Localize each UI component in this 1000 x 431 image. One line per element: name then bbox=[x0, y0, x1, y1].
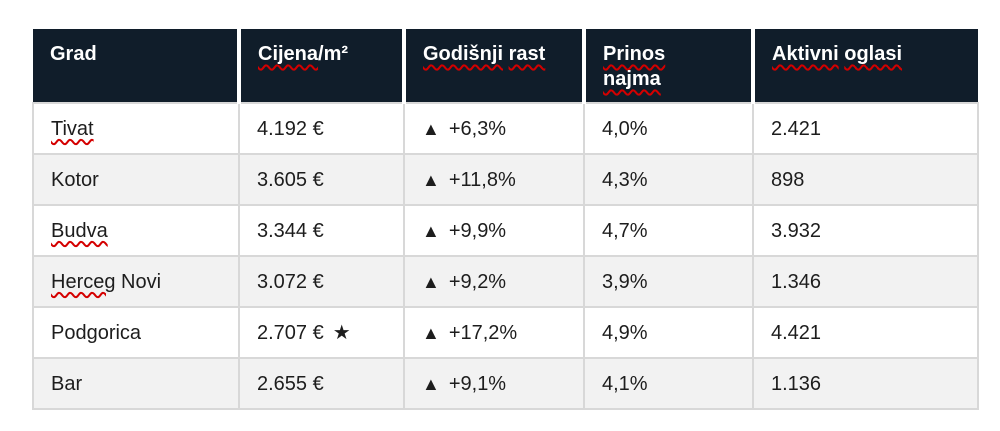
listings-value: 898 bbox=[771, 168, 805, 191]
table-row: Herceg Novi 3.072 € ▲ +9,2% 3,9% 1.346 bbox=[32, 255, 979, 308]
up-triangle-icon: ▲ bbox=[422, 169, 440, 190]
growth-value: +11,8% bbox=[448, 168, 516, 191]
header-label-rast-word1: Godišnji bbox=[423, 43, 503, 65]
table-row: Podgorica 2.707 € ★ ▲ +17,2% 4,9% 4.421 bbox=[32, 306, 979, 359]
star-icon: ★ bbox=[332, 321, 351, 344]
cell-grad: Herceg Novi bbox=[32, 255, 240, 308]
listings-value: 1.346 bbox=[771, 270, 822, 293]
header-cell-grad: Grad bbox=[33, 29, 239, 103]
cell-cijena: 3.072 € bbox=[238, 255, 405, 308]
cell-oglasi: 898 bbox=[752, 153, 979, 206]
up-triangle-icon: ▲ bbox=[422, 118, 440, 139]
growth-value: +9,1% bbox=[448, 372, 507, 395]
header-label-prinos-word2: najma bbox=[603, 68, 661, 90]
price-value: 3.344 € bbox=[257, 219, 324, 242]
listings-value: 2.421 bbox=[771, 117, 822, 140]
listings-value: 4.421 bbox=[771, 321, 822, 344]
cell-rast: ▲ +9,1% bbox=[403, 357, 585, 410]
up-triangle-icon: ▲ bbox=[422, 322, 440, 343]
real-estate-table-wrap: Grad Cijena/m² Godišnji rast Prinos najma… bbox=[32, 29, 979, 410]
cell-prinos: 4,0% bbox=[583, 102, 754, 155]
header-cell-oglasi: Aktivni oglasi bbox=[751, 29, 978, 103]
cell-oglasi: 1.346 bbox=[752, 255, 979, 308]
price-value: 3.605 € bbox=[257, 168, 324, 191]
cell-rast: ▲ +9,9% bbox=[403, 204, 585, 257]
cell-prinos: 4,1% bbox=[583, 357, 754, 410]
header-label-cijena-suffix: /m² bbox=[318, 43, 349, 65]
cell-cijena: 4.192 € bbox=[238, 102, 405, 155]
cell-prinos: 4,7% bbox=[583, 204, 754, 257]
header-label-rast-word2: rast bbox=[508, 43, 546, 65]
city-name: Bar bbox=[51, 372, 83, 395]
header-cell-rast: Godišnji rast bbox=[402, 29, 584, 103]
cell-cijena: 3.605 € bbox=[238, 153, 405, 206]
header-label-prinos-word1: Prinos bbox=[603, 43, 666, 65]
city-name: Kotor bbox=[51, 168, 99, 191]
header-label-oglasi-word1: Aktivni bbox=[772, 43, 839, 65]
city-name: Podgorica bbox=[51, 321, 142, 344]
yield-value: 4,1% bbox=[602, 372, 648, 395]
growth-value: +6,3% bbox=[448, 117, 507, 140]
city-name: Herceg bbox=[51, 270, 116, 293]
table-row: Tivat 4.192 € ▲ +6,3% 4,0% 2.421 bbox=[32, 102, 979, 155]
header-label-cijena: Cijena bbox=[258, 43, 319, 65]
cell-cijena: 2.707 € ★ bbox=[238, 306, 405, 359]
yield-value: 4,3% bbox=[602, 168, 648, 191]
price-value: 3.072 € bbox=[257, 270, 324, 293]
header-label-grad: Grad bbox=[50, 43, 97, 65]
cell-rast: ▲ +11,8% bbox=[403, 153, 585, 206]
growth-value: +17,2% bbox=[448, 321, 518, 344]
cell-oglasi: 1.136 bbox=[752, 357, 979, 410]
cell-prinos: 4,9% bbox=[583, 306, 754, 359]
yield-value: 3,9% bbox=[602, 270, 648, 293]
cell-rast: ▲ +6,3% bbox=[403, 102, 585, 155]
city-name: Budva bbox=[51, 219, 108, 242]
city-name: Tivat bbox=[51, 117, 94, 140]
header-row: Grad Cijena/m² Godišnji rast Prinos najma… bbox=[33, 29, 978, 103]
up-triangle-icon: ▲ bbox=[422, 271, 440, 292]
cell-cijena: 2.655 € bbox=[238, 357, 405, 410]
cell-prinos: 3,9% bbox=[583, 255, 754, 308]
price-value: 2.707 € bbox=[257, 321, 324, 344]
real-estate-table: Grad Cijena/m² Godišnji rast Prinos najma… bbox=[32, 29, 979, 410]
city-name-suffix: Novi bbox=[115, 270, 162, 293]
cell-grad: Budva bbox=[32, 204, 240, 257]
header-label-oglasi-word2: oglasi bbox=[844, 43, 903, 65]
growth-value: +9,2% bbox=[448, 270, 507, 293]
header-cell-cijena: Cijena/m² bbox=[237, 29, 404, 103]
price-value: 2.655 € bbox=[257, 372, 324, 395]
growth-value: +9,9% bbox=[448, 219, 507, 242]
cell-cijena: 3.344 € bbox=[238, 204, 405, 257]
cell-oglasi: 3.932 bbox=[752, 204, 979, 257]
cell-grad: Bar bbox=[32, 357, 240, 410]
cell-rast: ▲ +9,2% bbox=[403, 255, 585, 308]
yield-value: 4,0% bbox=[602, 117, 648, 140]
header-cell-prinos: Prinos najma bbox=[582, 29, 753, 103]
up-triangle-icon: ▲ bbox=[422, 373, 440, 394]
cell-prinos: 4,3% bbox=[583, 153, 754, 206]
cell-rast: ▲ +17,2% bbox=[403, 306, 585, 359]
cell-grad: Podgorica bbox=[32, 306, 240, 359]
table-row: Kotor 3.605 € ▲ +11,8% 4,3% 898 bbox=[32, 153, 979, 206]
price-value: 4.192 € bbox=[257, 117, 324, 140]
table-row: Budva 3.344 € ▲ +9,9% 4,7% 3.932 bbox=[32, 204, 979, 257]
cell-oglasi: 4.421 bbox=[752, 306, 979, 359]
table-row: Bar 2.655 € ▲ +9,1% 4,1% 1.136 bbox=[32, 357, 979, 410]
up-triangle-icon: ▲ bbox=[422, 220, 440, 241]
listings-value: 1.136 bbox=[771, 372, 822, 395]
cell-grad: Tivat bbox=[32, 102, 240, 155]
cell-grad: Kotor bbox=[32, 153, 240, 206]
yield-value: 4,7% bbox=[602, 219, 648, 242]
listings-value: 3.932 bbox=[771, 219, 822, 242]
yield-value: 4,9% bbox=[602, 321, 648, 344]
cell-oglasi: 2.421 bbox=[752, 102, 979, 155]
